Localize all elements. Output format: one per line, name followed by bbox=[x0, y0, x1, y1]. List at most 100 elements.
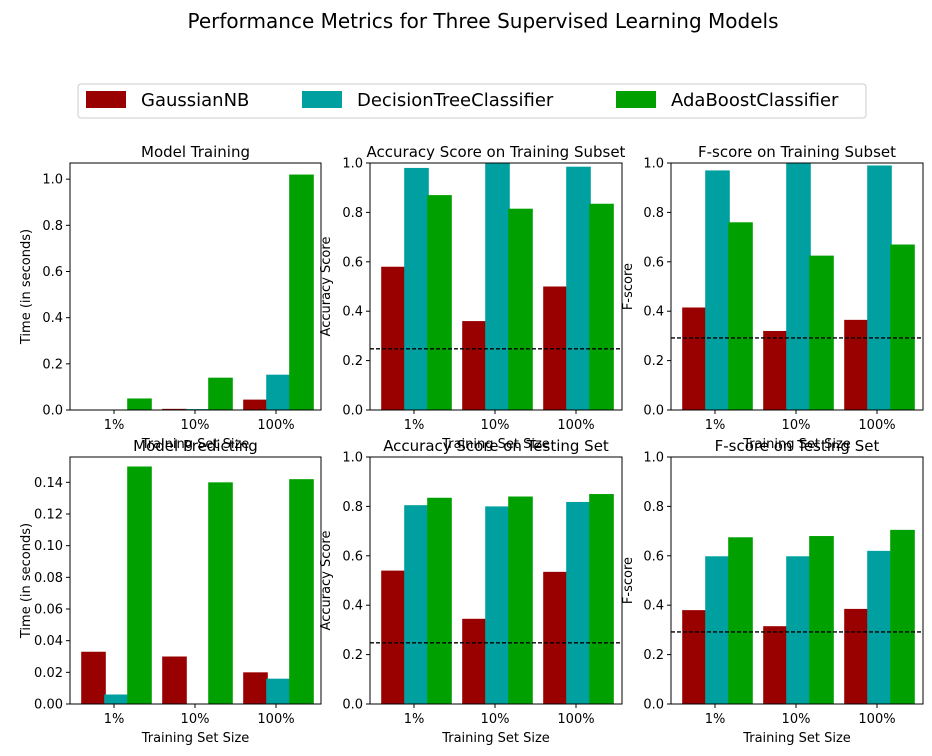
bar-gaussiannb-10 bbox=[763, 330, 788, 410]
subplot-accuracy-score-on-training-subset: 0.0 0.2 0.4 0.6 0.8 1.0 1% 10% 100% Accuracy Scor… bbox=[319, 143, 626, 452]
y-axis-label: F-score bbox=[621, 263, 636, 310]
y-axis-label: Accuracy Score bbox=[319, 531, 334, 631]
y-tick-label: 0.8 bbox=[342, 500, 363, 515]
y-tick-label: 0.6 bbox=[643, 255, 664, 270]
x-tick-label: 10% bbox=[481, 712, 510, 727]
y-tick-label: 0.0 bbox=[643, 404, 664, 419]
legend-label-decisiontree: DecisionTreeClassifier bbox=[357, 90, 554, 111]
subplot-model-training: 0.0 0.2 0.4 0.6 0.8 1.0 1% 10% 100% Model Trainin… bbox=[19, 143, 322, 452]
bar-adaboostclassifier-1 bbox=[127, 398, 152, 410]
y-tick-label: 0.14 bbox=[34, 476, 63, 491]
bar-adaboostclassifier-10 bbox=[508, 496, 533, 704]
y-tick-label: 0.4 bbox=[42, 311, 63, 326]
bar-decisiontreeclassifier-100 bbox=[867, 165, 892, 410]
axes-frame bbox=[69, 456, 322, 705]
bar-decisiontreeclassifier-100 bbox=[566, 501, 591, 704]
axes-frame bbox=[369, 456, 623, 705]
y-tick-label: 0.2 bbox=[643, 354, 664, 369]
x-tick-label: 10% bbox=[181, 712, 210, 727]
x-axis-label: Training Set Size bbox=[141, 731, 250, 746]
bar-decisiontreeclassifier-100 bbox=[566, 166, 591, 410]
y-tick-label: 1.0 bbox=[342, 451, 363, 466]
bar-gaussiannb-1 bbox=[381, 266, 406, 410]
bar-adaboostclassifier-1 bbox=[127, 466, 152, 704]
y-tick-label: 0.6 bbox=[643, 549, 664, 564]
bar-gaussiannb-100 bbox=[243, 672, 268, 704]
axes-frame bbox=[69, 162, 322, 411]
bar-gaussiannb-100 bbox=[844, 608, 869, 704]
y-tick-label: 0.8 bbox=[643, 206, 664, 221]
y-tick-label: 0.8 bbox=[342, 206, 363, 221]
x-tick-label: 10% bbox=[481, 418, 510, 433]
legend-swatch-decisiontree bbox=[302, 91, 342, 108]
x-tick-label: 1% bbox=[705, 712, 726, 727]
x-tick-label: 1% bbox=[404, 712, 425, 727]
legend-label-gaussiannb: GaussianNB bbox=[141, 90, 249, 111]
bar-gaussiannb-1 bbox=[682, 610, 707, 704]
y-tick-label: 0.4 bbox=[342, 599, 363, 614]
x-axis-label: Training Set Size bbox=[742, 437, 851, 452]
bar-adaboostclassifier-10 bbox=[809, 536, 834, 704]
bar-decisiontreeclassifier-1 bbox=[404, 167, 429, 410]
x-tick-label: 1% bbox=[705, 418, 726, 433]
y-tick-label: 0.0 bbox=[42, 404, 63, 419]
bar-gaussiannb-10 bbox=[162, 408, 187, 410]
bar-gaussiannb-100 bbox=[543, 571, 568, 704]
bar-adaboostclassifier-100 bbox=[890, 529, 915, 704]
subplot-accuracy-score-on-testing-set: 0.0 0.2 0.4 0.6 0.8 1.0 1% 10% 100% Accuracy Scor… bbox=[319, 437, 623, 746]
y-tick-label: 0.4 bbox=[643, 599, 664, 614]
y-tick-label: 1.0 bbox=[342, 157, 363, 172]
axes-frame bbox=[670, 456, 924, 705]
bar-adaboostclassifier-1 bbox=[427, 497, 452, 704]
y-tick-label: 0.2 bbox=[643, 648, 664, 663]
bar-gaussiannb-100 bbox=[243, 399, 268, 410]
bar-gaussiannb-1 bbox=[81, 651, 106, 704]
bar-gaussiannb-1 bbox=[381, 570, 406, 704]
legend-frame bbox=[77, 83, 867, 119]
subplot-f-score-on-training-subset: 0.0 0.2 0.4 0.6 0.8 1.0 1% 10% 100% F-score on Tr… bbox=[621, 143, 924, 452]
y-tick-label: 0.04 bbox=[34, 634, 63, 649]
bar-decisiontreeclassifier-10 bbox=[786, 163, 811, 410]
bar-gaussiannb-10 bbox=[763, 626, 788, 704]
subplot-title: Accuracy Score on Testing Set bbox=[383, 437, 609, 455]
y-tick-label: 0.10 bbox=[34, 539, 63, 554]
bar-adaboostclassifier-10 bbox=[208, 482, 233, 704]
y-tick-label: 0.8 bbox=[643, 500, 664, 515]
x-tick-label: 100% bbox=[858, 418, 895, 433]
bar-adaboostclassifier-100 bbox=[890, 244, 915, 410]
axes-frame bbox=[670, 162, 924, 411]
x-tick-label: 1% bbox=[104, 418, 125, 433]
bar-decisiontreeclassifier-1 bbox=[104, 694, 129, 704]
axes-frame bbox=[369, 162, 623, 411]
y-tick-label: 1.0 bbox=[643, 157, 664, 172]
bar-decisiontreeclassifier-1 bbox=[705, 170, 730, 410]
y-tick-label: 0.0 bbox=[342, 698, 363, 713]
bar-gaussiannb-10 bbox=[462, 321, 487, 410]
bar-gaussiannb-10 bbox=[162, 656, 187, 704]
bar-decisiontreeclassifier-1 bbox=[404, 505, 429, 704]
bar-adaboostclassifier-1 bbox=[728, 222, 753, 410]
y-tick-label: 0.2 bbox=[342, 354, 363, 369]
y-tick-label: 1.0 bbox=[42, 173, 63, 188]
x-tick-label: 1% bbox=[404, 418, 425, 433]
y-axis-label: Time (in seconds) bbox=[19, 523, 34, 639]
y-tick-label: 0.6 bbox=[42, 265, 63, 280]
subplot-title: Model Predicting bbox=[133, 437, 258, 455]
y-tick-label: 0.12 bbox=[34, 508, 63, 523]
legend-label-adaboost: AdaBoostClassifier bbox=[671, 90, 839, 111]
bar-decisiontreeclassifier-10 bbox=[786, 556, 811, 704]
bar-decisiontreeclassifier-10 bbox=[485, 506, 510, 704]
legend: GaussianNB DecisionTreeClassifier AdaBoo… bbox=[77, 83, 867, 119]
x-tick-label: 100% bbox=[557, 418, 594, 433]
y-axis-label: Accuracy Score bbox=[319, 237, 334, 337]
bar-adaboostclassifier-100 bbox=[589, 494, 614, 704]
y-tick-label: 0.2 bbox=[42, 357, 63, 372]
subplot-title: F-score on Training Subset bbox=[698, 143, 896, 161]
bar-gaussiannb-100 bbox=[844, 319, 869, 410]
bar-adaboostclassifier-10 bbox=[508, 208, 533, 410]
bar-adaboostclassifier-100 bbox=[289, 174, 314, 410]
x-tick-label: 1% bbox=[104, 712, 125, 727]
y-tick-label: 0.6 bbox=[342, 549, 363, 564]
subplot-title: F-score on Testing Set bbox=[715, 437, 880, 455]
